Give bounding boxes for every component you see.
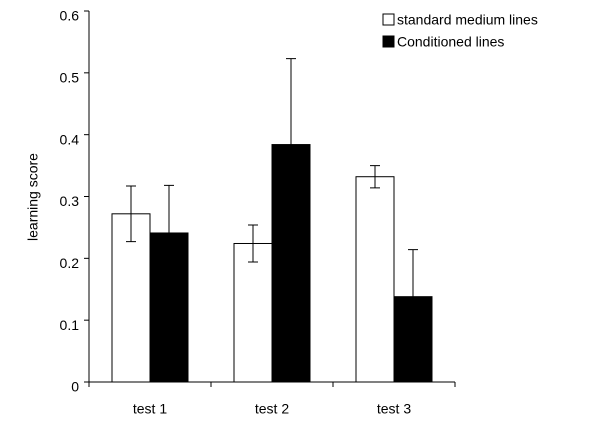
y-tick-label: 0.6 xyxy=(60,8,80,24)
error-bar xyxy=(164,184,174,282)
y-tick-label: 0.2 xyxy=(60,255,80,271)
error-bar xyxy=(370,165,380,189)
y-tick-label: 0.5 xyxy=(60,70,80,86)
error-bar xyxy=(286,58,296,232)
legend-label: Conditioned lines xyxy=(397,34,504,50)
legend-swatch xyxy=(382,35,395,48)
y-tick-label: 0 xyxy=(71,379,79,395)
legend-label: standard medium lines xyxy=(397,12,538,28)
x-tick-label: test 2 xyxy=(255,401,289,417)
y-axis-label: learning score xyxy=(25,153,41,241)
bar xyxy=(233,242,273,383)
error-bar xyxy=(126,185,136,243)
error-bar xyxy=(248,224,258,263)
legend-swatch xyxy=(382,13,395,26)
y-tick-label: 0.4 xyxy=(60,131,80,147)
y-tick-label: 0.3 xyxy=(60,193,80,209)
bar xyxy=(355,176,395,383)
error-bar xyxy=(408,249,418,345)
x-tick-label: test 3 xyxy=(377,401,411,417)
y-tick-label: 0.1 xyxy=(60,317,80,333)
x-tick-label: test 1 xyxy=(133,401,167,417)
